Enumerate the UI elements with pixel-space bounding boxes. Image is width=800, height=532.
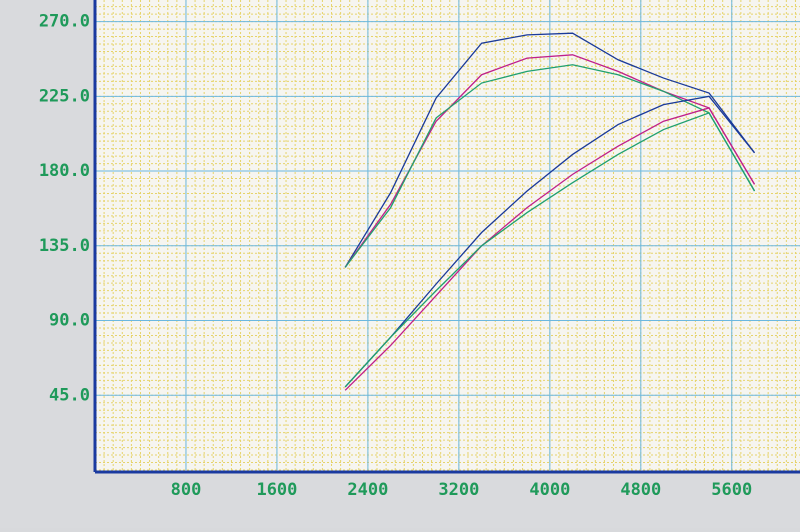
minor-grid [94, 0, 800, 471]
data-line [344, 32, 756, 268]
data-line [344, 107, 756, 391]
data-line [344, 95, 756, 388]
y-tick-label: 180.0 [39, 161, 90, 181]
major-grid [95, 0, 800, 470]
x-tick-label: 4800 [620, 480, 661, 500]
data-line [344, 112, 756, 388]
x-tick-label: 2400 [347, 480, 388, 500]
plot-area [95, 0, 800, 472]
x-tick-label: 800 [171, 480, 202, 500]
x-tick-label: 3200 [438, 480, 479, 500]
curves [344, 32, 756, 391]
data-line [344, 64, 756, 268]
y-tick-label: 135.0 [39, 236, 90, 256]
x-tick-label: 4000 [529, 480, 570, 500]
x-tick-label: 5600 [711, 480, 752, 500]
y-tick-label: 90.0 [49, 311, 90, 331]
x-tick-label: 1600 [256, 480, 297, 500]
y-tick-label: 45.0 [49, 385, 90, 405]
y-tick-label: 225.0 [39, 86, 90, 106]
y-tick-label: 270.0 [39, 12, 90, 32]
